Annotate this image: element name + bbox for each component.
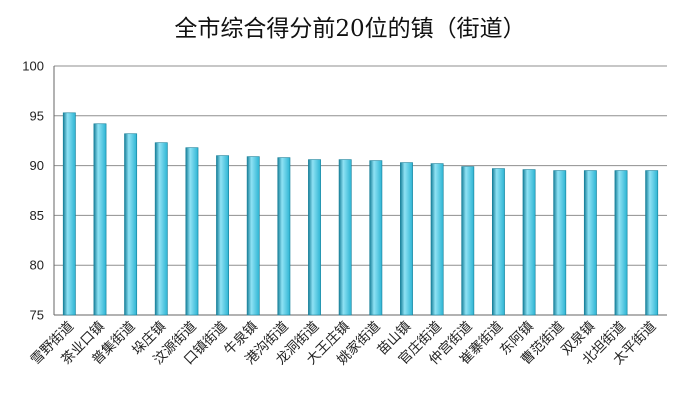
y-tick-labels: 75 80 85 90 95 100: [22, 59, 44, 323]
bar: [277, 157, 291, 316]
chart-title: 全市综合得分前20位的镇（街道）: [174, 16, 525, 42]
bar: [216, 155, 230, 316]
bar: [583, 170, 597, 316]
y-tick-label: 85: [30, 208, 44, 223]
y-tick-label: 100: [22, 59, 44, 74]
bar: [62, 112, 76, 316]
gridlines: [54, 65, 667, 316]
bars: [62, 112, 659, 316]
y-tick-label: 95: [30, 108, 44, 123]
y-tick-label: 80: [30, 258, 44, 273]
bar: [522, 169, 536, 316]
bar: [154, 142, 168, 316]
y-tick-label: 90: [30, 158, 44, 173]
bar: [93, 123, 107, 316]
bar: [369, 160, 383, 316]
bar: [491, 168, 505, 316]
bar: [185, 147, 199, 316]
x-tick-labels: 雪野街道茶业口镇普集街道垛庄镇汶源街道口镇街道牛泉镇港沟街道龙洞街道大王庄镇姚家…: [28, 318, 660, 368]
y-tick-label: 75: [30, 308, 44, 323]
axes: [53, 66, 667, 316]
bar: [430, 163, 444, 316]
bar: [614, 170, 628, 316]
bar: [308, 159, 321, 316]
bar: [338, 159, 352, 316]
bar: [246, 156, 260, 316]
bar: [553, 170, 567, 316]
bar: [124, 133, 138, 316]
bar: [400, 162, 413, 316]
bar: [645, 170, 659, 316]
bar: [461, 166, 475, 316]
